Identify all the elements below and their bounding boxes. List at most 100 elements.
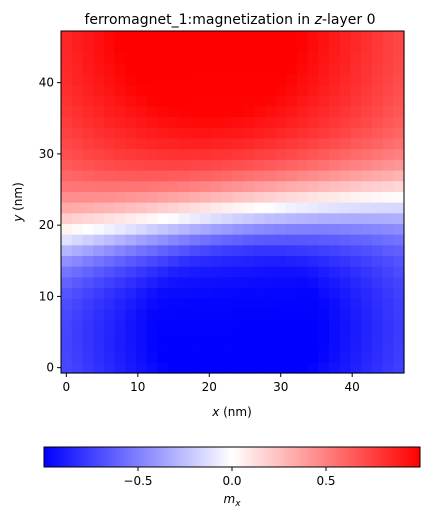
heatmap-cell: [189, 255, 201, 267]
heatmap-cell: [189, 319, 201, 331]
heatmap-cell: [382, 234, 394, 246]
heatmap-cell: [103, 340, 116, 353]
heatmap-cell: [296, 191, 309, 203]
heatmap-cell: [318, 31, 330, 43]
heatmap-cell: [307, 105, 319, 118]
heatmap-cell: [253, 255, 266, 267]
heatmap-cell: [200, 159, 212, 171]
heatmap-cell: [178, 255, 191, 267]
heatmap-cell: [178, 287, 191, 299]
heatmap-cell: [200, 255, 212, 267]
heatmap-cell: [286, 319, 298, 331]
heatmap-cell: [382, 95, 394, 107]
heatmap-cell: [200, 223, 212, 235]
heatmap-cell: [339, 159, 352, 171]
heatmap-cell: [361, 105, 373, 118]
heatmap-cell: [189, 330, 201, 342]
heatmap-cell: [157, 95, 169, 107]
heatmap-cell: [189, 212, 201, 224]
heatmap-cell: [221, 308, 234, 321]
heatmap-cell: [168, 330, 180, 342]
heatmap-cell: [318, 330, 330, 342]
heatmap-cell: [211, 330, 223, 342]
heatmap-cell: [61, 287, 73, 299]
heatmap-cell: [114, 308, 126, 321]
heatmap-cell: [61, 137, 73, 150]
heatmap-cell: [125, 127, 137, 139]
heatmap-cell: [136, 223, 148, 235]
heatmap-cell: [146, 52, 159, 64]
heatmap-cell: [221, 52, 234, 64]
y-axis-label: y (nm): [11, 182, 25, 223]
heatmap-cell: [371, 340, 384, 353]
heatmap-cell: [361, 287, 373, 299]
heatmap-cell: [361, 362, 373, 374]
heatmap-cell: [393, 319, 405, 331]
heatmap-cell: [361, 276, 373, 289]
heatmap-cell: [339, 191, 352, 203]
heatmap-cell: [350, 351, 362, 363]
heatmap-cell: [103, 52, 116, 64]
heatmap-cell: [307, 266, 319, 278]
heatmap-cell: [178, 52, 191, 64]
heatmap-cell: [296, 287, 309, 299]
heatmap-cell: [71, 223, 84, 235]
heatmap-cell: [328, 351, 341, 363]
heatmap-cell: [103, 362, 116, 374]
heatmap-cell: [82, 223, 94, 235]
heatmap-cell: [189, 73, 201, 86]
heatmap-cell: [361, 266, 373, 278]
heatmap-cell: [200, 234, 212, 246]
heatmap-cell: [253, 266, 266, 278]
heatmap-cell: [275, 202, 287, 214]
heatmap-cell: [275, 95, 287, 107]
heatmap-cell: [125, 202, 137, 214]
heatmap-cell: [93, 41, 105, 53]
heatmap-cell: [61, 212, 73, 224]
heatmap-cell: [114, 127, 126, 139]
heatmap-cell: [286, 244, 298, 257]
heatmap-cell: [168, 244, 180, 257]
heatmap-cell: [275, 340, 287, 353]
heatmap-cell: [61, 340, 73, 353]
heatmap-cell: [296, 63, 309, 75]
heatmap-cell: [382, 63, 394, 75]
heatmap-cell: [168, 266, 180, 278]
heatmap-cell: [93, 319, 105, 331]
heatmap-cell: [114, 287, 126, 299]
heatmap-cell: [264, 319, 276, 331]
heatmap-cell: [211, 202, 223, 214]
heatmap-cell: [136, 31, 148, 43]
heatmap-cell: [339, 202, 352, 214]
heatmap-cell: [71, 41, 84, 53]
heatmap-cell: [382, 266, 394, 278]
heatmap-cell: [82, 73, 94, 86]
heatmap-cell: [286, 116, 298, 128]
heatmap-cell: [339, 73, 352, 86]
heatmap-cell: [328, 319, 341, 331]
heatmap-cell: [114, 212, 126, 224]
heatmap-cell: [114, 266, 126, 278]
heatmap-cell: [264, 308, 276, 321]
heatmap-cell: [157, 73, 169, 86]
heatmap-cell: [318, 52, 330, 64]
heatmap-cell: [221, 127, 234, 139]
heatmap-cell: [157, 180, 169, 192]
heatmap-cell: [93, 95, 105, 107]
heatmap-cell: [82, 105, 94, 118]
heatmap-cell: [157, 298, 169, 310]
heatmap-cell: [189, 340, 201, 353]
heatmap-cell: [339, 137, 352, 150]
heatmap-cell: [200, 298, 212, 310]
heatmap-cell: [125, 95, 137, 107]
heatmap-cell: [82, 276, 94, 289]
heatmap-cell: [114, 159, 126, 171]
heatmap-cell: [264, 105, 276, 118]
heatmap-cell: [371, 276, 384, 289]
heatmap-cell: [168, 180, 180, 192]
heatmap-cell: [146, 180, 159, 192]
heatmap-cell: [71, 148, 84, 160]
heatmap-cell: [82, 351, 94, 363]
heatmap-cell: [275, 234, 287, 246]
heatmap-cell: [71, 308, 84, 321]
